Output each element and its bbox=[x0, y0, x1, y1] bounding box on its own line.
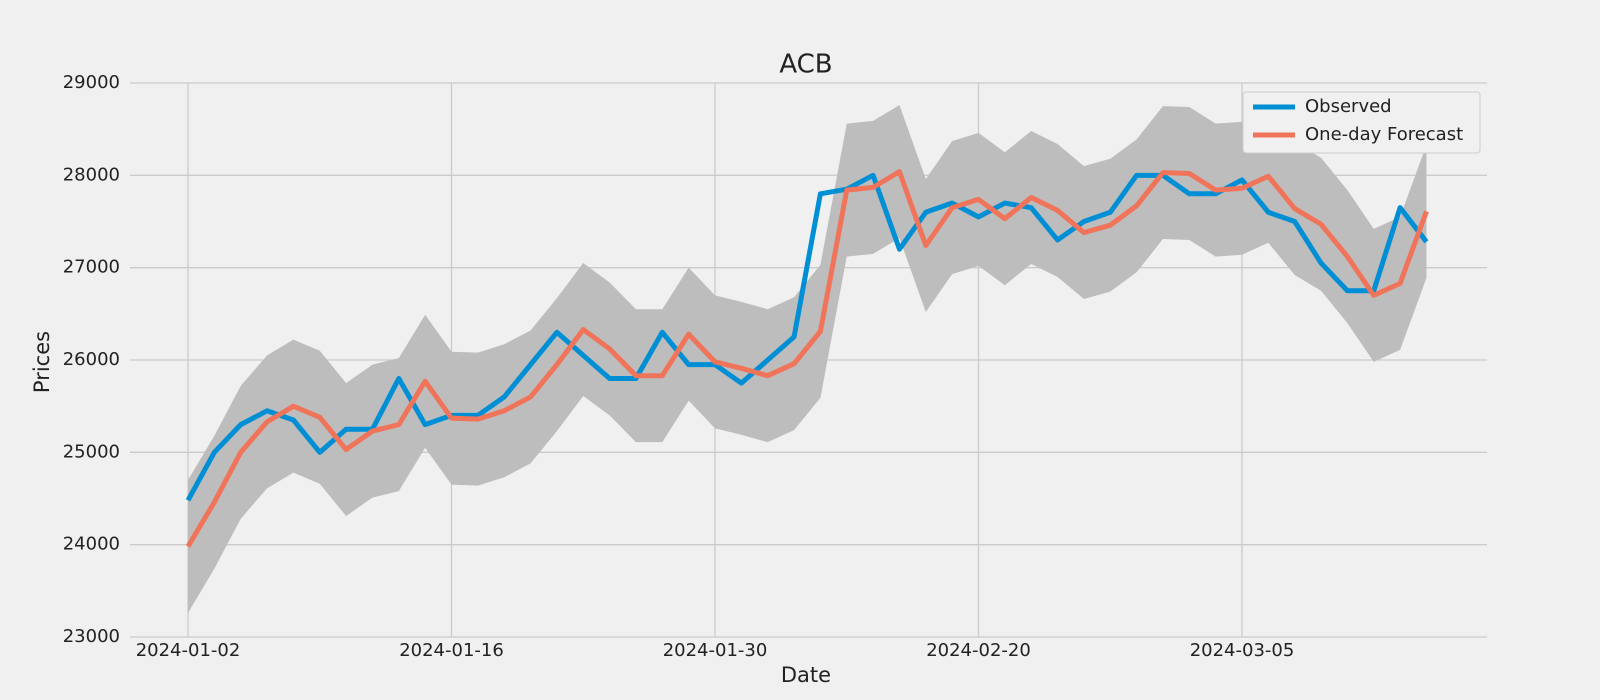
lines bbox=[185, 169, 1429, 548]
y-tick-label: 23000 bbox=[63, 626, 120, 647]
legend-label: Observed bbox=[1305, 96, 1392, 117]
x-tick-label: 2024-01-02 bbox=[136, 640, 241, 661]
band-layer bbox=[188, 105, 1427, 613]
confidence-band bbox=[188, 105, 1427, 613]
y-tick-label: 24000 bbox=[63, 534, 120, 555]
x-tick-label: 2024-02-20 bbox=[926, 640, 1031, 661]
legend-label: One-day Forecast bbox=[1305, 124, 1463, 145]
y-tick-label: 26000 bbox=[63, 349, 120, 370]
y-tick-label: 25000 bbox=[63, 441, 120, 462]
x-axis-label: Date bbox=[781, 663, 831, 687]
y-tick-label: 27000 bbox=[63, 257, 120, 278]
y-axis-label: Prices bbox=[30, 331, 54, 393]
chart-title: ACB bbox=[779, 50, 832, 80]
x-tick-label: 2024-03-05 bbox=[1190, 640, 1295, 661]
series-line bbox=[185, 169, 1429, 548]
y-tick-label: 29000 bbox=[63, 72, 120, 93]
y-tick-label: 28000 bbox=[63, 164, 120, 185]
legend-box bbox=[1242, 91, 1481, 154]
x-tick-label: 2024-01-30 bbox=[663, 640, 768, 661]
x-tick-label: 2024-01-16 bbox=[399, 640, 504, 661]
